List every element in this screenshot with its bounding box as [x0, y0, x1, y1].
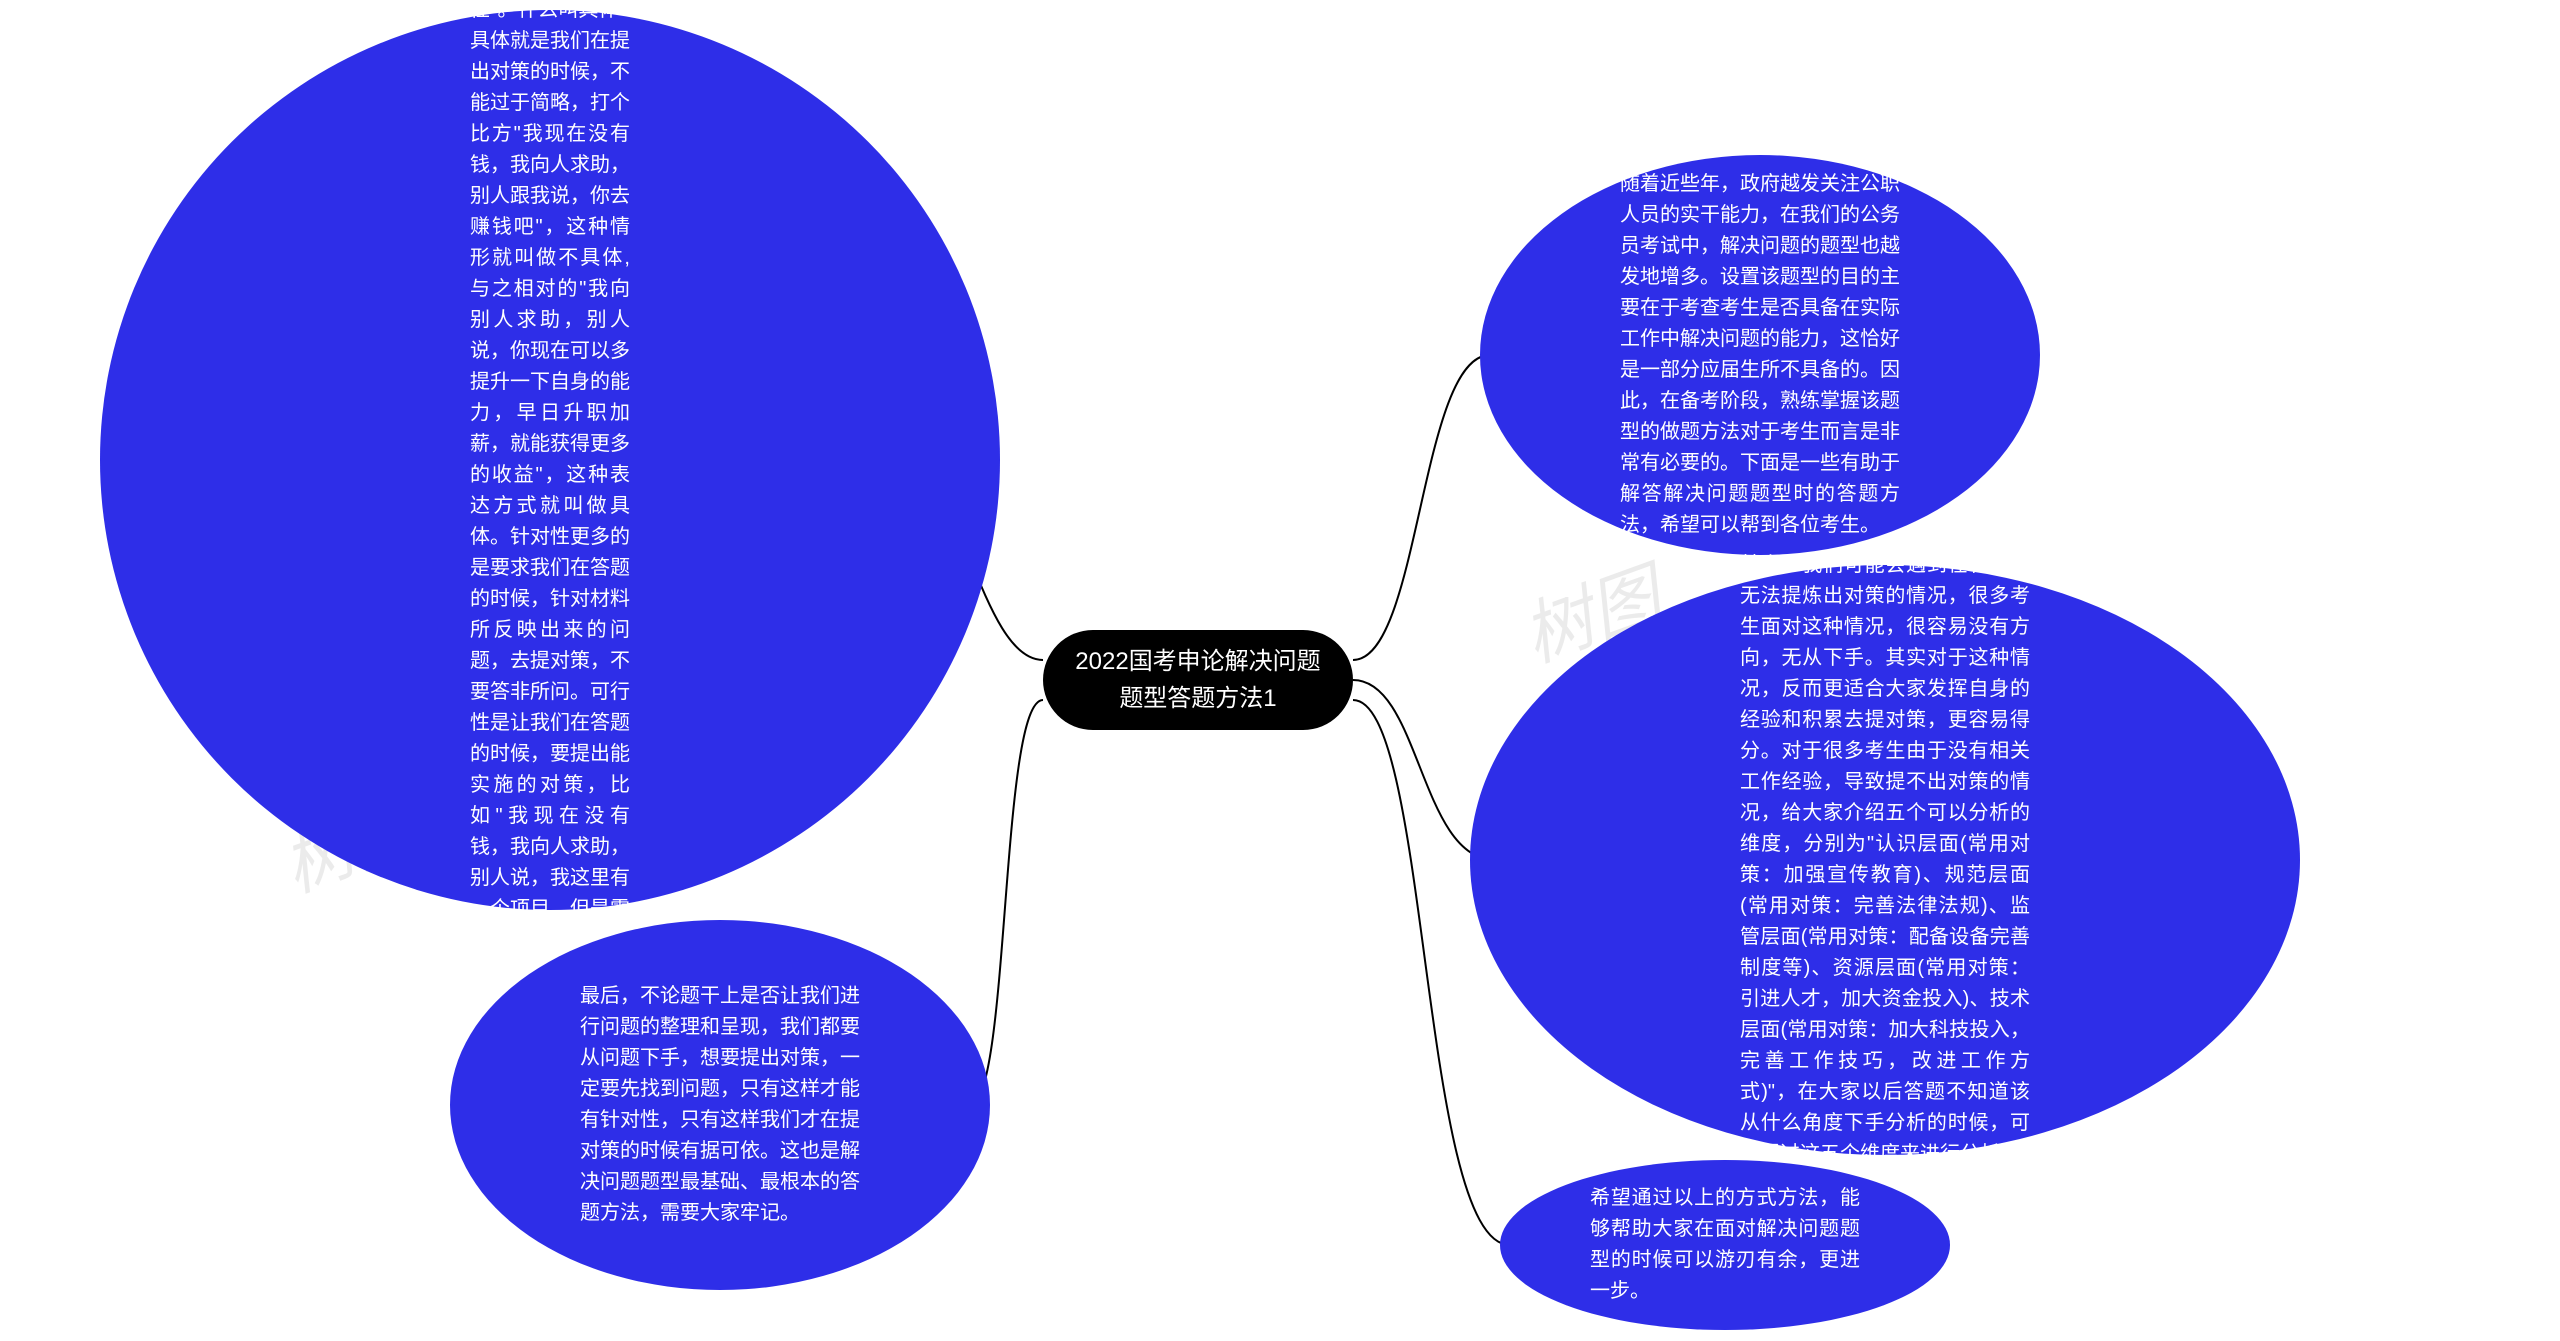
branch-node-intro[interactable]: 随着近些年，政府越发关注公职人员的实干能力，在我们的公务员考试中，解决问题的题型… [1480, 155, 2040, 555]
branch-node-first[interactable]: 首先，我们要了解解决问题题型一些普遍的作答要求，这样有助于大家提高该题型的分数。… [100, 10, 1000, 910]
branch-node-hope[interactable]: 希望通过以上的方式方法，能够帮助大家在面对解决问题题型的时候可以游刃有余，更进一… [1500, 1160, 1950, 1330]
mindmap-canvas: 树图 .cn 树图 树图 2022国考申论解决问题题型答题方法1 首先，我们要了… [0, 0, 2560, 1341]
connector-line [970, 700, 1043, 1105]
center-node-label: 2022国考申论解决问题题型答题方法1 [1073, 643, 1323, 717]
branch-node-last[interactable]: 最后，不论题干上是否让我们进行问题的整理和呈现，我们都要从问题下手，想要提出对策… [450, 920, 990, 1290]
branch-node-text: 随着近些年，政府越发关注公职人员的实干能力，在我们的公务员考试中，解决问题的题型… [1620, 169, 1900, 541]
branch-node-text: 希望通过以上的方式方法，能够帮助大家在面对解决问题题型的时候可以游刃有余，更进一… [1590, 1183, 1860, 1307]
branch-node-text: 最后，不论题干上是否让我们进行问题的整理和呈现，我们都要从问题下手，想要提出对策… [580, 981, 860, 1229]
branch-node-second[interactable]: 其次，我们可能会遇到在材料中无法提炼出对策的情况，很多考生面对这种情况，很容易没… [1470, 565, 2300, 1155]
center-node[interactable]: 2022国考申论解决问题题型答题方法1 [1043, 630, 1353, 730]
branch-node-text: 其次，我们可能会遇到在材料中无法提炼出对策的情况，很多考生面对这种情况，很容易没… [1740, 550, 2030, 1170]
connector-line [1353, 355, 1490, 660]
